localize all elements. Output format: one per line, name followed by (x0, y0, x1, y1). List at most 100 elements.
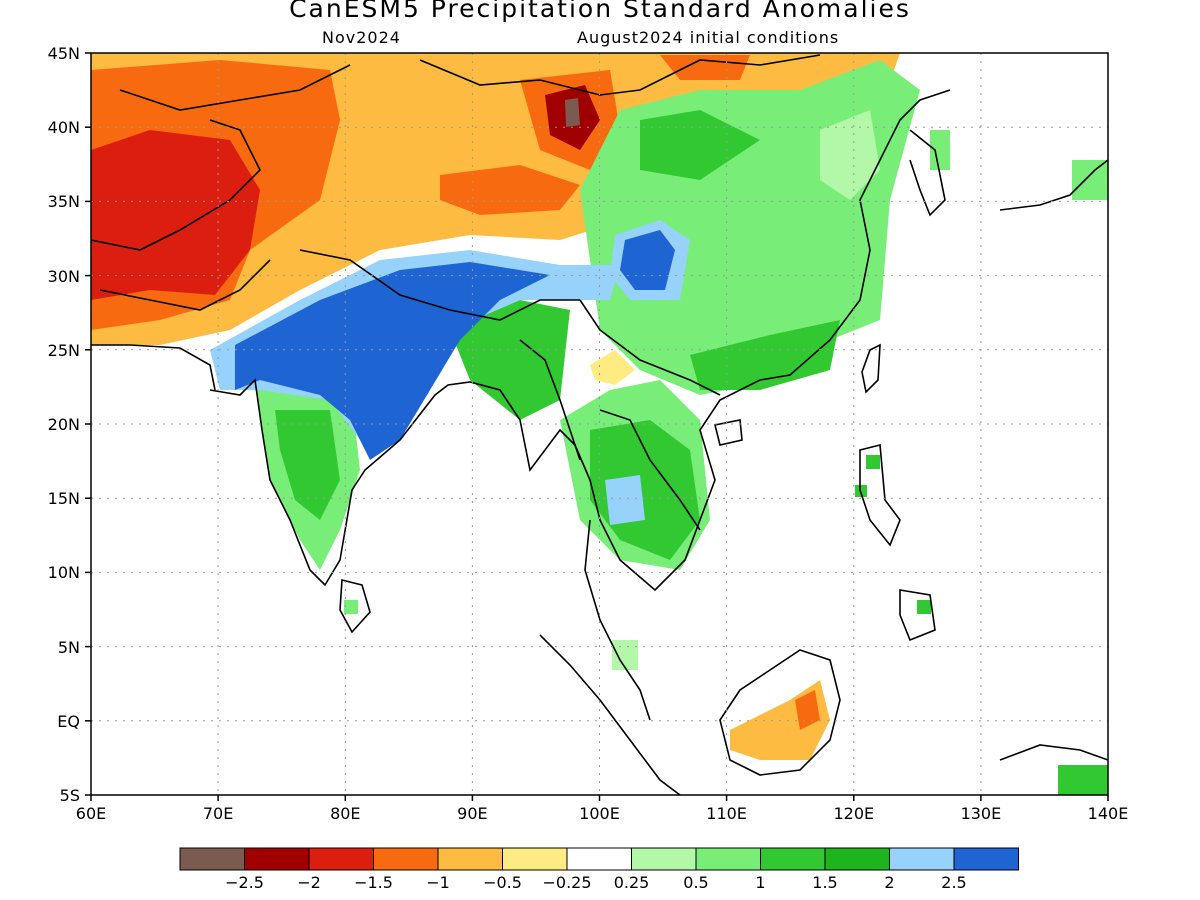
very-wet-region-india (275, 410, 340, 520)
coast-mindanao (899, 589, 936, 642)
legend-swatch (179, 847, 245, 871)
lat-label: 15N (48, 489, 80, 508)
coast-southeast-asia (544, 89, 951, 592)
legend-swatch (953, 847, 1019, 871)
coast-malay-peninsula (584, 519, 651, 721)
legend-swatch (437, 847, 503, 871)
legend-label: 2.5 (941, 873, 966, 892)
legend-swatch (824, 847, 890, 871)
legend-swatch (889, 847, 955, 871)
border-pakistan (99, 259, 271, 311)
coast-sumatra (539, 634, 681, 795)
wet-region-sichuan (640, 110, 760, 180)
coast-taiwan (861, 343, 881, 394)
extreme-wet-region-ganges (235, 262, 550, 460)
anomaly-fields (91, 53, 1108, 795)
lon-label: 100E (579, 804, 620, 823)
lon-label: 90E (457, 804, 487, 823)
coast-luzon (859, 443, 901, 547)
lon-label: 130E (961, 804, 1002, 823)
legend-swatch (244, 847, 310, 871)
lon-label: 80E (330, 804, 360, 823)
legend-label: 1.5 (812, 873, 837, 892)
legend-swatch (502, 847, 568, 871)
initial-conditions: August2024 initial conditions (577, 28, 840, 47)
dry-core-borneo (795, 690, 820, 730)
coast-sri-lanka (339, 578, 371, 634)
wet-region-thailand (605, 475, 645, 525)
legend-label: 1 (755, 873, 765, 892)
very-wet-region-indochina (590, 420, 700, 560)
legend-swatch (308, 847, 374, 871)
coast-arabian-sea (91, 344, 216, 391)
legend-label: −0.25 (542, 873, 591, 892)
coast-india (209, 378, 546, 587)
border-china-north (419, 54, 821, 96)
lat-label: 35N (48, 192, 80, 211)
coast-borneo (719, 649, 841, 776)
wet-region-south-china (690, 320, 840, 390)
legend-label: 2 (884, 873, 894, 892)
border-indochina (599, 409, 701, 531)
border-himalaya (299, 249, 580, 321)
wet-patch-mindanao (917, 600, 931, 614)
extreme-wet-core-sichuan (620, 230, 675, 290)
wet-patch-sri-lanka (344, 600, 358, 614)
wet-patch-new-guinea (1058, 765, 1108, 795)
lon-label: 120E (833, 804, 874, 823)
wet-patch-malaysia (612, 640, 638, 670)
lat-label: 25N (48, 341, 80, 360)
coast-japan (999, 159, 1108, 211)
legend-label: −2 (297, 873, 321, 892)
legend-label: −0.5 (483, 873, 522, 892)
legend-label: 0.25 (614, 873, 650, 892)
legend-swatch (631, 847, 697, 871)
lat-label: 20N (48, 415, 80, 434)
dry-region-tarim (440, 165, 580, 215)
wet-region-china-inner (820, 110, 880, 200)
wet-patch-japan (1072, 160, 1108, 200)
wet-patch-philippines (866, 455, 880, 469)
map-title: CanESM5 Precipitation Standard Anomalies (289, 0, 911, 23)
latitude-labels: 45N 40N 35N 30N 25N 20N 15N 10N 5N EQ 5S (48, 44, 80, 805)
color-legend (179, 847, 1019, 871)
dry-core-mongolia (565, 98, 580, 127)
legend-label: 0.5 (683, 873, 708, 892)
legend-swatch (373, 847, 439, 871)
legend-swatch (695, 847, 761, 871)
lat-label: 5N (58, 638, 80, 657)
axis-ticks (85, 52, 1109, 801)
dry-region-myanmar (590, 350, 635, 385)
legend-label: −1.5 (354, 873, 393, 892)
border-china-south (579, 299, 721, 396)
dry-region-northeast (660, 55, 750, 80)
lat-label: 10N (48, 563, 80, 582)
legend-swatch (566, 847, 632, 871)
lon-label: 110E (706, 804, 747, 823)
wet-patch-korea (930, 130, 950, 170)
forecast-month: Nov2024 (322, 28, 401, 47)
gridlines (91, 53, 1108, 795)
legend-label: −2.5 (225, 873, 264, 892)
coast-korea (909, 129, 946, 217)
lat-label: 30N (48, 267, 80, 286)
lat-label: 40N (48, 118, 80, 137)
border-afghanistan (91, 119, 261, 251)
border-myanmar (519, 339, 581, 461)
extreme-dry-region-afghanistan (91, 130, 260, 300)
legend-swatch (760, 847, 826, 871)
wet-region-northeast-india (450, 300, 570, 420)
coast-hainan (714, 419, 743, 446)
longitude-labels: 60E 70E 80E 90E 100E 110E 120E 130E 140E (76, 804, 1129, 823)
legend-label: −1 (426, 873, 450, 892)
coastlines (91, 54, 1108, 795)
lat-label: 5S (60, 786, 80, 805)
coast-new-guinea (999, 744, 1108, 761)
lon-label: 60E (76, 804, 106, 823)
border-central-asia (119, 64, 351, 111)
lon-label: 140E (1088, 804, 1129, 823)
lon-label: 70E (203, 804, 233, 823)
lat-label: 45N (48, 44, 80, 63)
lat-label: EQ (57, 712, 80, 731)
